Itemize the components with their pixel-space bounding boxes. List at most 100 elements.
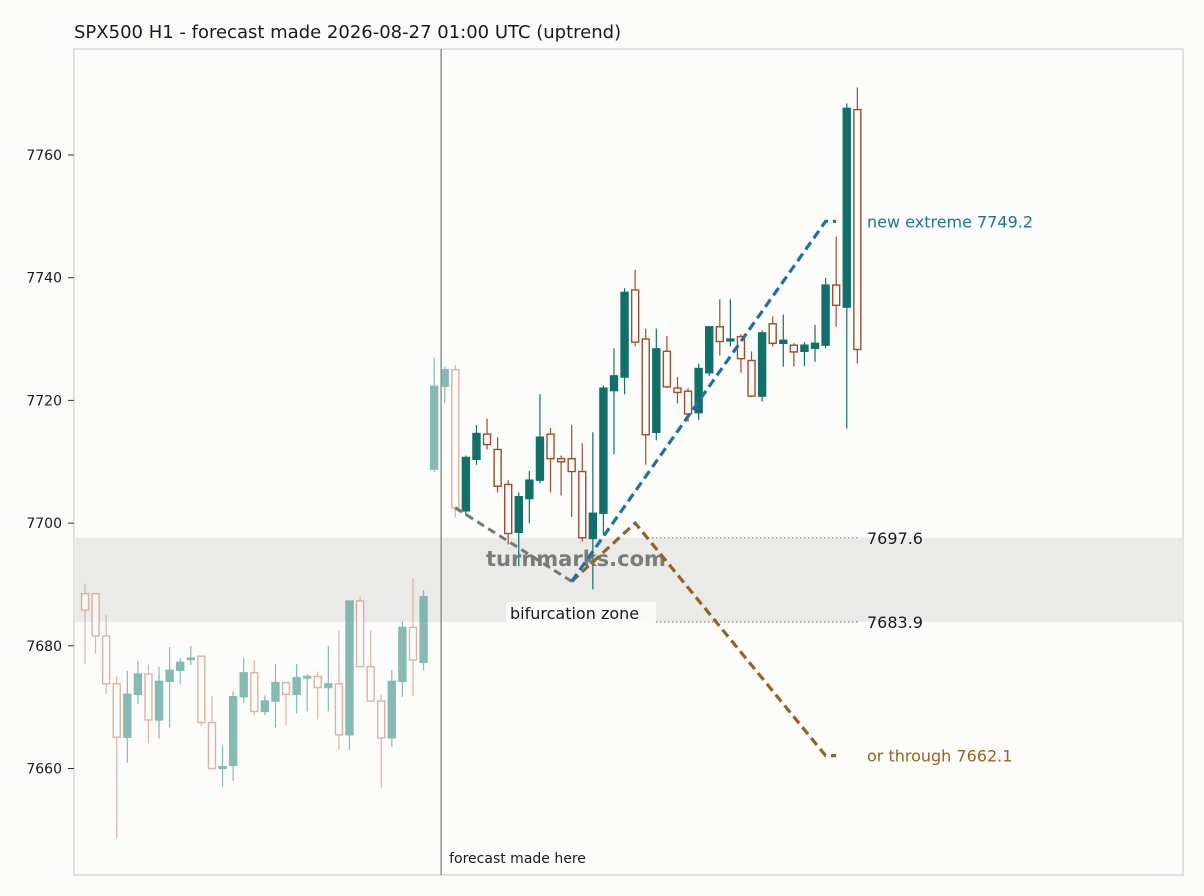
candle-up <box>620 288 629 395</box>
candle-body <box>504 483 513 535</box>
candle-down <box>546 428 555 493</box>
candle-body <box>652 348 661 434</box>
candle-body <box>514 496 523 534</box>
candle-body <box>366 665 375 702</box>
future-candles <box>461 87 862 590</box>
candle-down <box>144 664 153 743</box>
candle-body <box>482 433 492 446</box>
candle-up <box>302 674 312 712</box>
approach-path <box>454 506 573 583</box>
y-tick-label: 7660 <box>26 762 62 778</box>
plot-area <box>73 48 1184 876</box>
candle-up <box>123 670 132 763</box>
candle-down <box>281 681 291 726</box>
candle-down <box>91 592 100 654</box>
candle-down <box>451 364 460 518</box>
candle-body <box>451 369 460 509</box>
candle-body <box>123 693 132 738</box>
candle-down <box>789 343 799 367</box>
candle-up <box>154 666 164 739</box>
candle-down <box>313 671 322 720</box>
candle-body <box>197 655 206 724</box>
candle-body <box>567 457 576 473</box>
candle-down <box>250 660 259 716</box>
candle-down <box>80 583 90 665</box>
candle-body <box>387 680 397 739</box>
candle-body <box>101 635 111 685</box>
candle-body <box>377 700 386 739</box>
candle-body <box>271 681 280 702</box>
candle-body <box>398 626 407 683</box>
candle-body <box>165 669 174 683</box>
watermark-text: turnmarks.com <box>486 547 666 571</box>
candle-down <box>408 578 418 697</box>
candle-body <box>821 284 830 346</box>
candle-up <box>260 695 270 716</box>
forecast-marker-label: forecast made here <box>449 851 586 867</box>
candle-down <box>504 480 513 545</box>
candle-body <box>683 390 693 415</box>
candle-up <box>821 277 830 349</box>
candle-up <box>398 621 407 697</box>
candle-up <box>757 330 767 402</box>
candle-body <box>176 661 185 672</box>
candle-body <box>705 326 714 374</box>
candle-down <box>715 299 724 356</box>
candle-body <box>599 387 608 514</box>
candle-up <box>810 324 820 362</box>
candle-up <box>133 661 143 705</box>
candle-up <box>218 745 227 787</box>
candle-down <box>662 335 672 389</box>
candle-down <box>493 437 502 493</box>
candle-body <box>673 387 682 394</box>
y-tick-label: 7720 <box>26 393 62 409</box>
scenario-up-label: new extreme 7749.2 <box>867 212 1033 231</box>
candle-up <box>599 385 608 536</box>
candle-body <box>609 375 619 392</box>
candle-down <box>482 418 492 450</box>
candle-down <box>556 455 566 496</box>
candle-body <box>144 673 153 721</box>
candle-up <box>419 590 428 671</box>
candle-down <box>641 328 650 465</box>
candle-body <box>408 626 418 661</box>
candle-body <box>535 436 545 481</box>
candle-body <box>239 672 248 698</box>
candle-body <box>281 681 291 695</box>
candle-up <box>239 658 248 703</box>
scenario-up-path <box>570 219 837 583</box>
candle-up <box>472 424 481 465</box>
candle-down <box>831 236 841 327</box>
candle-body <box>768 323 777 345</box>
candle-body <box>810 342 820 349</box>
y-tick-label: 7680 <box>26 639 62 655</box>
candle-body <box>355 600 365 668</box>
candle-body <box>546 433 555 460</box>
zone-low-label: 7683.9 <box>867 613 923 632</box>
candle-body <box>228 696 238 767</box>
scenario-paths <box>454 219 837 758</box>
candle-up <box>726 299 735 347</box>
candle-body <box>842 107 851 308</box>
candle-body <box>419 596 428 664</box>
history-candles <box>80 357 460 839</box>
candle-body <box>578 470 587 539</box>
y-axis: 7660 7680 7700 7720 7740 7760 <box>26 148 74 778</box>
candle-body <box>429 385 439 470</box>
candle-up <box>535 394 545 484</box>
candle-down <box>853 87 862 364</box>
candle-body <box>588 512 598 540</box>
candle-body <box>440 369 449 387</box>
candle-body <box>789 344 799 353</box>
y-tick-label: 7760 <box>26 148 62 164</box>
candle-down <box>197 655 206 727</box>
candle-body <box>779 339 788 345</box>
candle-down <box>630 269 640 347</box>
candle-body <box>91 592 100 637</box>
candle-down <box>578 443 587 542</box>
candle-down <box>334 630 344 751</box>
candle-down <box>101 615 111 695</box>
candle-down <box>366 630 375 702</box>
zone-high-label: 7697.6 <box>867 529 923 548</box>
